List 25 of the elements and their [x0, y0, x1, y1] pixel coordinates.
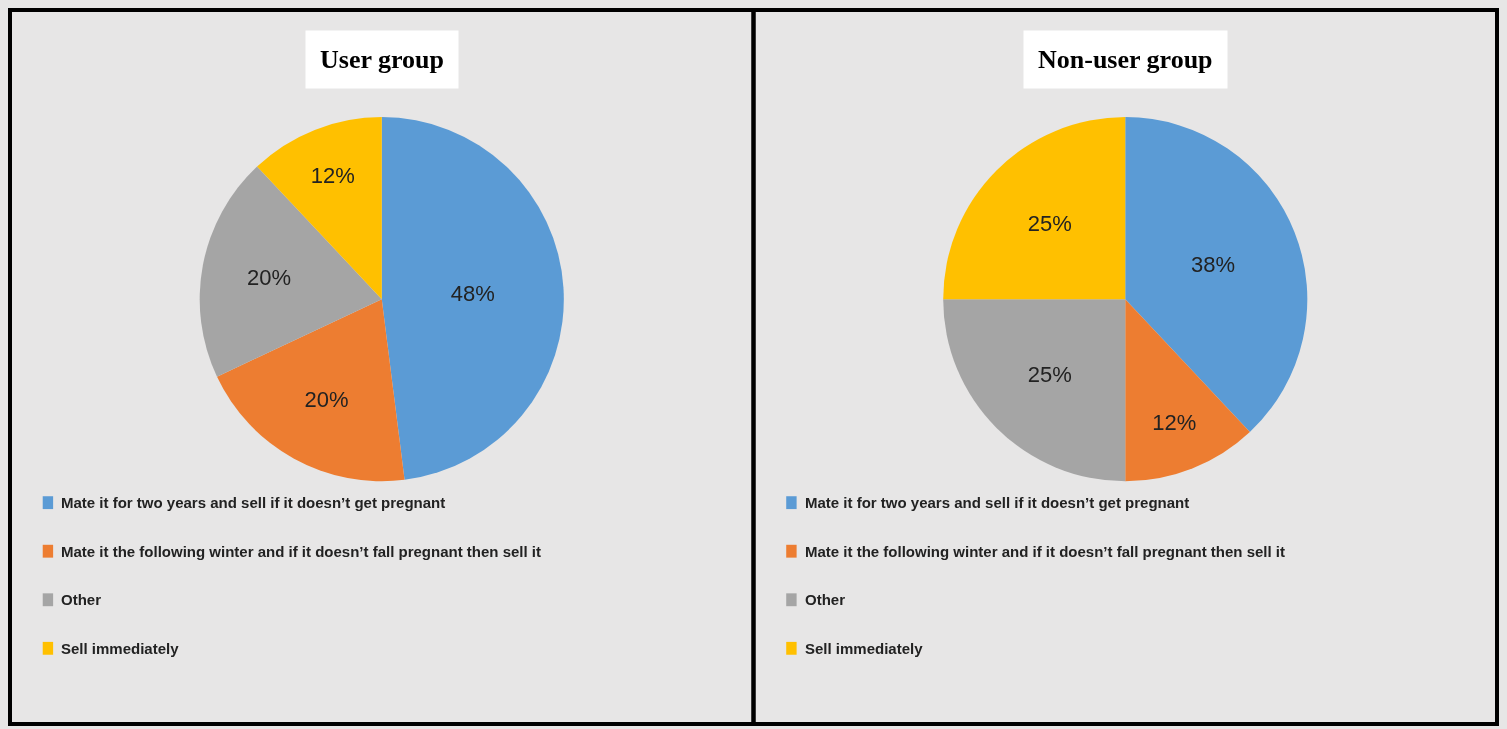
- data-label: 48%: [450, 280, 495, 306]
- pie-slice: [200, 166, 382, 377]
- data-label: 20%: [247, 265, 292, 291]
- pie-slice: [217, 299, 405, 482]
- pie-slice: [943, 299, 1126, 482]
- data-label: 38%: [1190, 251, 1235, 277]
- data-label: 12%: [1152, 410, 1197, 436]
- chart-title: User group: [320, 45, 444, 74]
- pie-slice: [381, 117, 564, 480]
- chart-title: Non-user group: [1038, 45, 1213, 74]
- legend-label: Mate it the following winter and if it doesn’t fall pregnant then sell it: [61, 543, 542, 560]
- legend-label: Mate it the following winter and if it doesn’t fall pregnant then sell it: [805, 543, 1286, 560]
- legend-label: Other: [61, 591, 102, 608]
- pie-slice: [1125, 117, 1307, 432]
- legend-label: Mate it for two years and sell if it doesn’t get pregnant: [805, 494, 1190, 511]
- legend-label: Mate it for two years and sell if it doesn’t get pregnant: [61, 494, 446, 511]
- data-label: 25%: [1027, 211, 1072, 237]
- data-label: 12%: [310, 162, 355, 188]
- pie-slice: [943, 117, 1126, 300]
- data-label: 20%: [304, 387, 349, 413]
- legend-label: Other: [805, 591, 846, 608]
- pie-slice: [1125, 299, 1250, 482]
- legend-label: Sell immediately: [61, 640, 180, 657]
- legend-label: Sell immediately: [805, 640, 924, 657]
- data-label: 25%: [1027, 362, 1072, 388]
